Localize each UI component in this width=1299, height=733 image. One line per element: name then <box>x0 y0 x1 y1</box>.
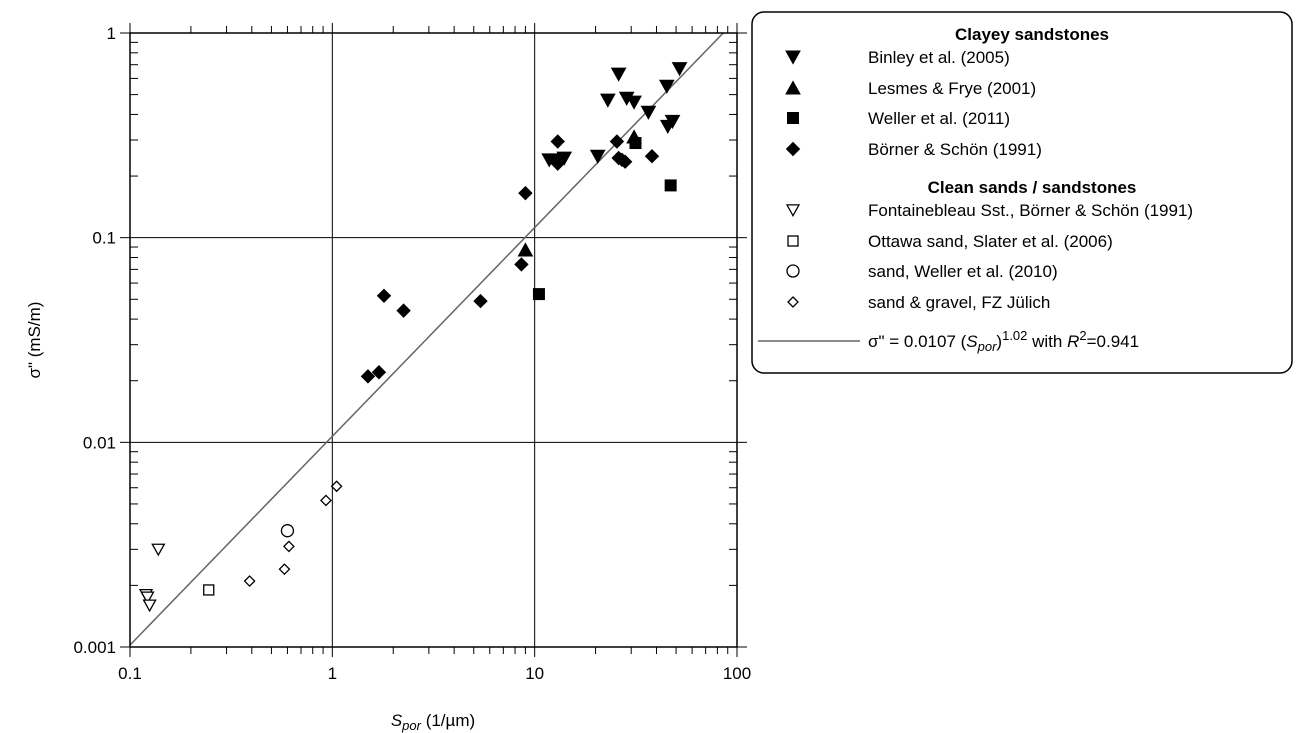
data-point-s7 <box>278 563 291 576</box>
data-point-s2 <box>664 179 677 192</box>
legend-label-s3: Börner & Schön (1991) <box>868 140 1042 159</box>
data-point-s3 <box>550 134 565 149</box>
legend-label-s6: sand, Weller et al. (2010) <box>868 262 1058 281</box>
data-point-s3 <box>371 365 387 380</box>
data-point-s3 <box>609 134 625 149</box>
fit-label-r-val: =0.941 <box>1087 332 1139 351</box>
y-tick-label: 0.001 <box>73 638 116 657</box>
data-point-s0 <box>658 79 675 94</box>
data-point-s6 <box>280 524 295 538</box>
data-point-s0 <box>589 149 606 164</box>
fit-label-sub: por <box>977 339 997 354</box>
y-tick-label: 1 <box>107 24 116 43</box>
legend-marker-s5 <box>787 235 799 247</box>
legend-label-s4: Fontainebleau Sst., Börner & Schön (1991… <box>868 201 1193 220</box>
legend-marker-s1 <box>785 80 801 95</box>
grid-lines <box>129 32 738 648</box>
legend-box <box>751 11 1293 374</box>
fit-label-r: R <box>1067 332 1079 351</box>
data-point-s0 <box>600 93 616 108</box>
data-point-s0 <box>671 62 688 77</box>
data-point-s3 <box>473 293 488 309</box>
fit-label-exp: 1.02 <box>1002 328 1027 343</box>
legend-marker-s4 <box>785 204 801 218</box>
data-point-s4 <box>140 591 155 605</box>
legend-marker-s3 <box>785 141 801 157</box>
data-point-s4 <box>151 543 166 557</box>
legend-fit-label: σ" = 0.0107 (Spor)1.02 with R2=0.941 <box>868 328 1139 354</box>
data-point-s7 <box>282 540 295 553</box>
legend: Clayey sandstones Binley et al. (2005) Le… <box>751 11 1293 374</box>
y-tick-label: 0.01 <box>83 433 116 452</box>
data-point-s0 <box>640 105 657 120</box>
legend-heading-clayey: Clayey sandstones <box>955 25 1109 44</box>
fit-label-prefix: σ" = 0.0107 ( <box>868 332 967 351</box>
plot-frame <box>129 32 738 648</box>
x-tick-label: 10 <box>525 664 544 683</box>
legend-marker-s0 <box>785 50 801 65</box>
x-tick-labels: 0.1 1 10 100 <box>118 664 751 683</box>
data-point-s1 <box>517 242 534 257</box>
y-tick-labels: 0.001 0.01 0.1 1 <box>73 24 116 657</box>
legend-label-s1: Lesmes & Frye (2001) <box>868 79 1036 98</box>
data-point-s2 <box>532 288 545 301</box>
data-point-s4 <box>142 599 157 613</box>
x-axis-title: Spor (1/µm) <box>391 711 475 733</box>
data-point-s0 <box>664 114 681 130</box>
legend-label-s7: sand & gravel, FZ Jülich <box>868 293 1050 312</box>
data-point-s7 <box>243 575 256 587</box>
x-tick-label: 0.1 <box>118 664 142 683</box>
y-axis-title: σ" (mS/m) <box>25 302 44 379</box>
x-axis-title-var: S <box>391 711 403 730</box>
x-axis-title-unit: (1/µm) <box>421 711 475 730</box>
data-point-s3 <box>376 288 392 303</box>
data-point-s3 <box>518 185 533 201</box>
data-point-s3 <box>360 369 376 384</box>
x-axis-title-sub: por <box>401 718 421 733</box>
fit-label-r-exp: 2 <box>1079 328 1086 343</box>
legend-marker-s2 <box>787 112 799 124</box>
data-point-s3 <box>514 257 529 272</box>
fit-line <box>130 33 725 646</box>
fit-label-close: ) <box>996 332 1002 351</box>
data-points <box>138 62 688 613</box>
data-point-s0 <box>626 95 642 110</box>
data-point-s0 <box>610 67 627 82</box>
data-point-s3 <box>644 149 660 164</box>
x-tick-label: 1 <box>328 664 337 683</box>
fit-line-group <box>130 33 725 646</box>
data-point-s3 <box>617 154 633 169</box>
legend-label-s5: Ottawa sand, Slater et al. (2006) <box>868 232 1113 251</box>
legend-heading-clean: Clean sands / sandstones <box>928 178 1137 197</box>
data-point-s7 <box>330 480 343 493</box>
data-point-s2 <box>629 137 642 150</box>
y-tick-label: 0.1 <box>92 229 116 248</box>
minor-ticks <box>120 23 747 657</box>
x-tick-label: 100 <box>723 664 751 683</box>
data-point-s5 <box>203 584 215 596</box>
fit-label-with: with <box>1027 332 1067 351</box>
legend-marker-s6 <box>786 264 800 278</box>
legend-marker-s7 <box>787 296 799 308</box>
data-point-s3 <box>396 303 411 318</box>
fit-label-var: S <box>966 332 978 351</box>
data-point-s3 <box>550 152 565 168</box>
data-point-s7 <box>320 494 332 507</box>
legend-label-s0: Binley et al. (2005) <box>868 48 1010 67</box>
legend-label-s2: Weller et al. (2011) <box>868 109 1010 128</box>
